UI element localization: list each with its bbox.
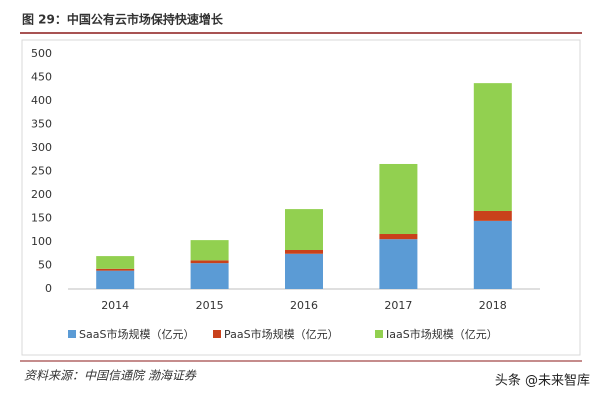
y-tick-label: 300: [31, 141, 52, 154]
legend-swatch: [213, 330, 221, 338]
x-tick-label: 2014: [101, 299, 129, 312]
x-tick-label: 2017: [384, 299, 412, 312]
bar-segment: [473, 210, 512, 221]
y-tick-label: 350: [31, 118, 52, 131]
bar-segment: [96, 268, 135, 271]
legend-swatch: [375, 330, 383, 338]
bar-segment: [190, 263, 229, 289]
y-tick-label: 100: [31, 235, 52, 248]
bar-segment: [96, 256, 135, 269]
bar-segment: [285, 253, 323, 289]
bar-segment: [96, 270, 135, 289]
y-tick-label: 250: [31, 165, 52, 178]
bar-segment: [190, 260, 229, 264]
bar-segment: [379, 234, 418, 240]
bar-segment: [285, 249, 323, 254]
y-tick-label: 500: [31, 47, 52, 60]
bar-segment: [285, 209, 323, 250]
legend-label: SaaS市场规模（亿元）: [79, 327, 194, 341]
y-tick-label: 450: [31, 71, 52, 84]
y-tick-label: 50: [38, 259, 52, 272]
y-tick-label: 400: [31, 94, 52, 107]
x-tick-label: 2015: [196, 299, 224, 312]
plot-frame: [21, 39, 581, 356]
y-tick-label: 200: [31, 188, 52, 201]
legend-label: IaaS市场规模（亿元）: [386, 327, 498, 341]
chart-title: 图 29：中国公有云市场保持快速增长: [22, 12, 224, 27]
bar-segment: [190, 240, 229, 261]
x-tick-label: 2016: [290, 299, 318, 312]
bar-segment: [379, 163, 418, 235]
x-tick-label: 2018: [479, 299, 507, 312]
watermark: 头条 @未来智库: [495, 373, 590, 389]
bar-segment: [473, 220, 512, 289]
bar-segment: [379, 239, 418, 289]
legend-label: PaaS市场规模（亿元）: [224, 327, 339, 341]
bar-segment: [473, 83, 512, 211]
y-tick-label: 0: [45, 282, 52, 295]
y-tick-label: 150: [31, 212, 52, 225]
legend-swatch: [68, 330, 76, 338]
source: 资料来源：中国信通院 渤海证券: [24, 369, 197, 383]
